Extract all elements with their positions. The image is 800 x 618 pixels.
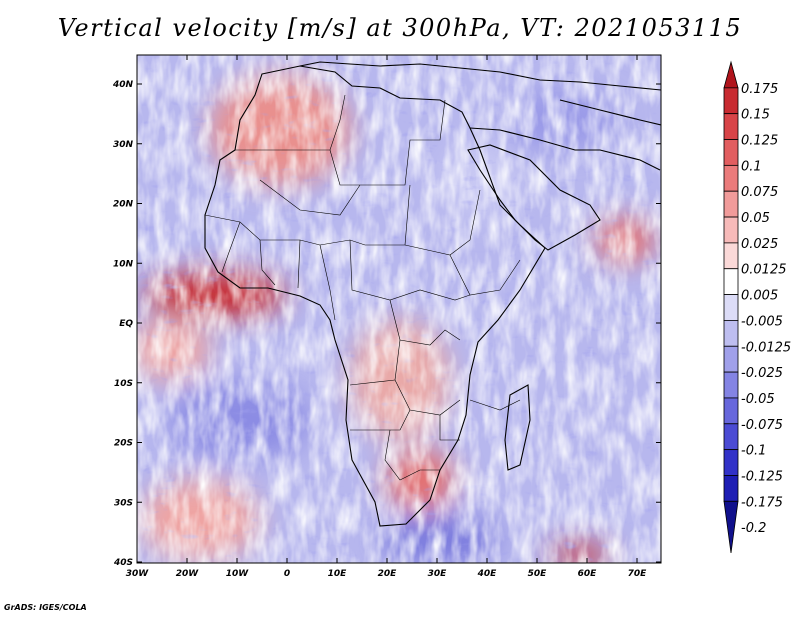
colorbar-swatch (723, 475, 739, 502)
colorbar-label: -0.025 (741, 366, 783, 381)
colorbar-label: -0.175 (741, 495, 783, 510)
lon-label: 60E (578, 569, 598, 579)
colorbar-label: 0.05 (741, 211, 770, 226)
colorbar-label: -0.005 (741, 314, 783, 329)
colorbar-label: -0.125 (741, 469, 783, 484)
map-title: Vertical velocity [m/s] at 300hPa, VT: 2… (57, 14, 743, 42)
colorbar-swatch (723, 268, 739, 295)
colorbar-swatch (723, 139, 739, 166)
colorbar-label: 0.15 (741, 108, 770, 123)
colorbar-swatch (723, 242, 739, 270)
latitude-labels: 40N 30N 20N 10N EQ 10S 20S 30S 40S (112, 80, 134, 568)
lat-label: 30N (113, 140, 134, 150)
colorbar-upper-arrow (723, 60, 739, 89)
lat-label: 40S (113, 558, 133, 568)
colorbar-label: 0.125 (741, 134, 778, 149)
lon-label: 10W (226, 569, 250, 579)
lat-label: EQ (119, 319, 133, 329)
colorbar-label: 0.175 (741, 82, 778, 97)
lon-label: 30E (428, 569, 448, 579)
colorbar-label: -0.1 (741, 444, 766, 459)
colorbar-swatch (723, 423, 739, 451)
plot-frame (136, 54, 662, 564)
colorbar-label: 0.005 (741, 289, 778, 304)
colorbar-swatch (723, 294, 739, 321)
lat-label: 10S (114, 379, 133, 389)
coastlines (204, 61, 661, 527)
longitude-labels: 30W 20W 10W 0 10E 20E 30E 40E 50E 60E 70E (126, 569, 647, 579)
velocity-field (137, 55, 661, 563)
colorbar-label: 0.075 (741, 185, 778, 200)
colorbar-swatch (723, 345, 739, 373)
colorbar-swatch (723, 320, 739, 347)
credit-label: GrADS: IGES/COLA (4, 603, 87, 612)
colorbar-label: -0.0125 (741, 340, 791, 355)
lon-label: 50E (528, 569, 548, 579)
lon-label: 30W (126, 569, 150, 579)
colorbar-swatch (723, 87, 739, 115)
country-borders (204, 94, 521, 481)
colorbar-swatch (723, 164, 739, 192)
colorbar-swatch (723, 397, 739, 425)
colorbar: 0.175 0.15 0.125 0.1 0.075 0.05 0.025 0.0125 0.0… (723, 60, 791, 554)
colorbar-label: -0.2 (741, 521, 766, 536)
colorbar-label: 0.0125 (741, 263, 787, 278)
lat-label: 20S (114, 439, 133, 449)
colorbar-label: 0.1 (741, 159, 762, 174)
colorbar-swatch (723, 216, 739, 244)
lon-label: 20E (378, 569, 398, 579)
lat-label: 30S (114, 498, 133, 508)
lat-label: 10N (113, 259, 134, 269)
colorbar-label: -0.075 (741, 418, 783, 433)
colorbar-label: -0.05 (741, 392, 775, 407)
lon-label: 40E (477, 569, 498, 579)
colorbar-swatch (723, 371, 739, 399)
lon-label: 10E (328, 569, 348, 579)
colorbar-swatch (723, 449, 739, 476)
colorbar-lower-arrow (723, 500, 739, 554)
colorbar-label: 0.025 (741, 237, 778, 252)
lat-label: 40N (112, 80, 134, 90)
lat-label: 20N (113, 200, 134, 210)
colorbar-swatch (723, 113, 739, 140)
colorbar-swatch (723, 190, 739, 218)
lon-label: 0 (284, 569, 290, 579)
lon-label: 20W (176, 569, 200, 579)
axis-ticks (136, 55, 661, 563)
lon-label: 70E (628, 569, 648, 579)
